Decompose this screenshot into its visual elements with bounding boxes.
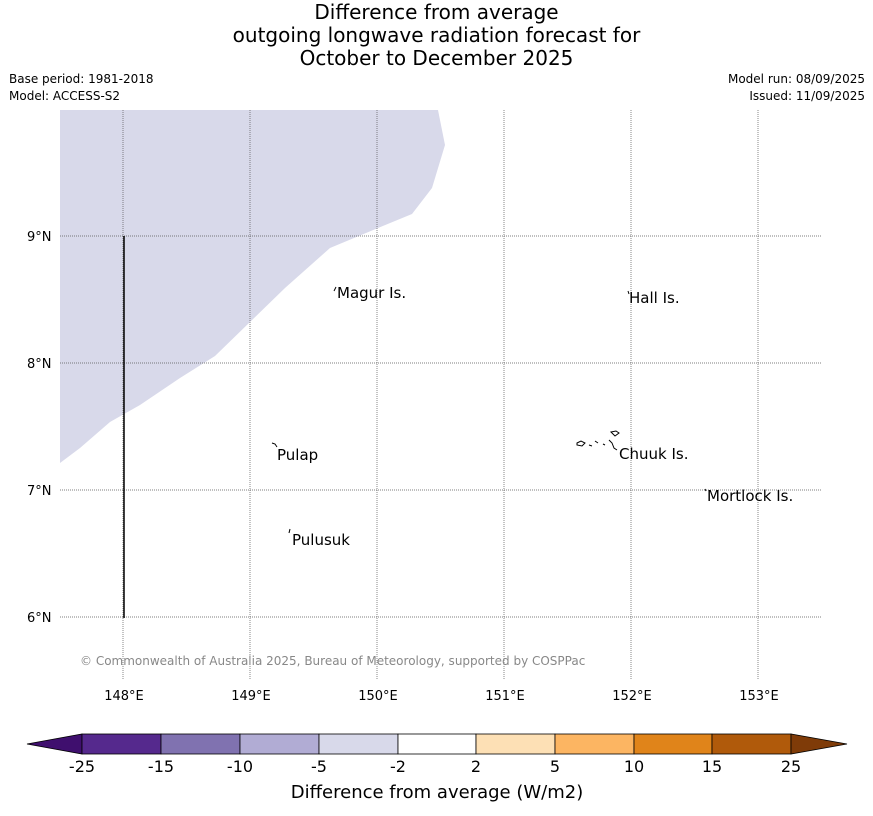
place-label: Pulap [277, 446, 318, 464]
lon-tick-label: 150°E [358, 689, 398, 704]
lat-tick-label: 8°N [27, 357, 52, 372]
colorbar-tick-label: -5 [311, 757, 327, 776]
copyright-text: © Commonwealth of Australia 2025, Bureau… [80, 654, 585, 668]
place-label: Chuuk Is. [619, 445, 688, 463]
colorbar-segment [160, 733, 241, 755]
title-line-3: October to December 2025 [299, 46, 574, 70]
colorbar-extend-right [790, 733, 848, 755]
pulap-island-shape [271, 442, 278, 448]
colorbar-segment [711, 733, 792, 755]
colorbar-tick-label: 25 [781, 757, 801, 776]
lat-tick-label: 7°N [27, 484, 52, 499]
colorbar-segment [475, 733, 556, 755]
colorbar-segment [239, 733, 320, 755]
chuuk-island-shape [576, 430, 620, 451]
colorbar-segment [397, 733, 477, 755]
magur-island-shape [333, 286, 337, 292]
colorbar-tick-label: 5 [550, 757, 560, 776]
colorbar-tick-label: 2 [471, 757, 481, 776]
issued-text: Issued: 11/09/2025 [749, 89, 865, 103]
lon-tick-label: 149°E [231, 689, 271, 704]
pulusuk-island-shape [288, 528, 291, 534]
colorbar-tick-label: -2 [390, 757, 406, 776]
place-label: Magur Is. [337, 284, 406, 302]
lat-tick-label: 6°N [27, 611, 52, 626]
lon-tick-label: 148°E [104, 689, 144, 704]
title-line-1: Difference from average [314, 0, 559, 24]
gridlines [60, 110, 822, 680]
colorbar-segment [318, 733, 399, 755]
colorbar-tick-label: -10 [227, 757, 253, 776]
shaded-region [60, 110, 445, 463]
colorbar-extend-left [26, 733, 83, 755]
colorbar-tick-label: -25 [69, 757, 95, 776]
colorbar-tick-label: -15 [148, 757, 174, 776]
lat-tick-label: 9°N [27, 230, 52, 245]
colorbar-label: Difference from average (W/m2) [291, 782, 583, 803]
model-text: Model: ACCESS-S2 [9, 89, 121, 103]
colorbar-tick-label: 15 [702, 757, 722, 776]
place-label: Pulusuk [292, 531, 350, 549]
colorbar-segment [81, 733, 162, 755]
colorbar-segment [633, 733, 713, 755]
islands [271, 286, 707, 534]
meta-left: Base period: 1981-2018 Model: ACCESS-S2 [9, 71, 154, 105]
place-label: Hall Is. [629, 289, 680, 307]
mortlock-island-shape [704, 488, 707, 492]
colorbar-tick-label: 10 [624, 757, 644, 776]
hall-island-shape [627, 290, 630, 295]
model-run-text: Model run: 08/09/2025 [727, 72, 865, 86]
lon-tick-label: 151°E [485, 689, 525, 704]
lon-tick-label: 153°E [739, 689, 779, 704]
colorbar [26, 733, 848, 755]
base-period-text: Base period: 1981-2018 [9, 72, 154, 86]
lon-tick-label: 152°E [612, 689, 652, 704]
meta-right: Model run: 08/09/2025 Issued: 11/09/2025 [728, 71, 865, 105]
place-label: Mortlock Is. [707, 487, 793, 505]
title-line-2: outgoing longwave radiation forecast for [232, 23, 641, 47]
colorbar-segment [554, 733, 635, 755]
